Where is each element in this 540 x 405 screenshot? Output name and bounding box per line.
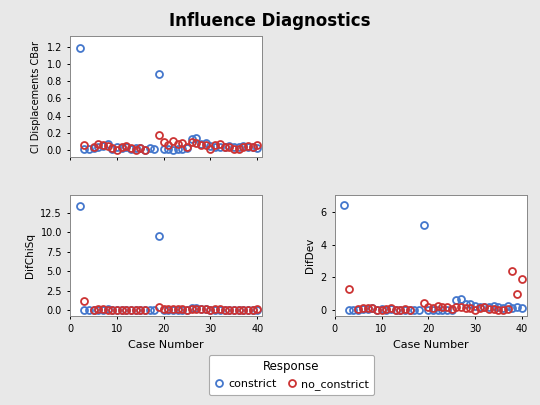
X-axis label: Case Number: Case Number	[128, 340, 204, 350]
X-axis label: Case Number: Case Number	[393, 340, 469, 350]
Y-axis label: DifDev: DifDev	[305, 238, 315, 273]
Y-axis label: DifChiSq: DifChiSq	[25, 233, 35, 278]
Text: Influence Diagnostics: Influence Diagnostics	[169, 12, 371, 30]
Legend: constrict, no_constrict: constrict, no_constrict	[209, 355, 374, 395]
Y-axis label: CI Displacements CBar: CI Displacements CBar	[31, 40, 41, 153]
